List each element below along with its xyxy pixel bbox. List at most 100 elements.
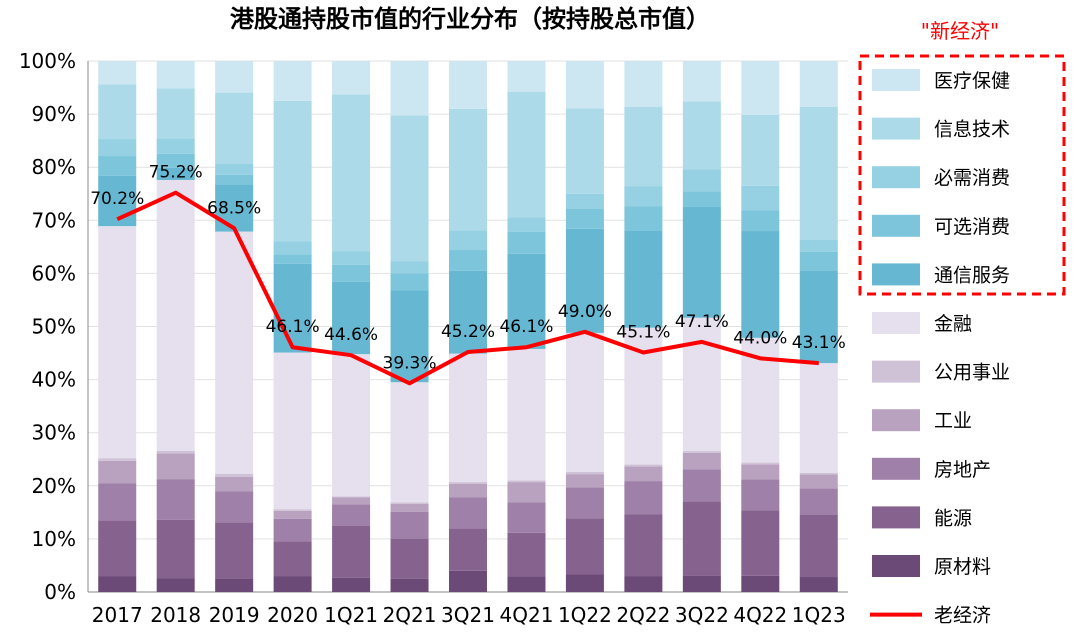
bar-segment [565,208,604,229]
bar-segment [507,253,546,349]
legend-swatch [872,312,920,334]
bar-segment [449,570,487,592]
legend-swatch [872,69,920,91]
x-tick-label: 1Q22 [558,603,612,627]
data-label: 44.0% [733,328,787,348]
bar-segment [799,106,838,240]
legend-label: 公用事业 [934,362,1010,384]
bar-segment [624,514,663,577]
bar-segment [156,138,195,154]
old-economy-line [116,190,819,386]
legend-label: 信息技术 [934,119,1010,141]
bar-segment [741,462,780,465]
legend-label: 工业 [934,410,972,432]
bar-segment [799,363,838,473]
bar-segment [273,241,312,255]
bar-segment [449,230,487,251]
legend-label: 通信服务 [934,264,1010,286]
data-label: 44.6% [324,325,378,345]
bar-segment [273,509,312,511]
bar-segment [624,464,663,467]
x-tick-label: 4Q21 [500,603,554,627]
bar-segment [507,502,546,533]
bar-segment [215,231,254,474]
bar-segment [741,210,780,232]
bar-segment [98,520,137,577]
bar-segment [332,354,371,497]
bar-segment [741,479,780,511]
x-tick-label: 2018 [150,603,201,627]
bar-segment [565,108,604,194]
bar-segment [799,472,838,475]
bar-segment [390,115,429,262]
bar-segment [215,163,254,175]
y-tick-label: 90% [32,102,76,126]
bar-segment [98,84,137,140]
bar-segment [98,226,137,459]
x-tick-label: 2020 [267,603,318,627]
bar-segment [682,501,721,576]
bar-segment [98,460,137,484]
bar-segment [390,511,429,539]
bar-segment [273,541,312,577]
data-label: 49.0% [558,302,612,322]
bar-segment [624,186,663,207]
legend-swatch [872,409,920,432]
bar-segment [156,167,195,180]
data-label: 68.5% [207,198,261,218]
legend-label: 原材料 [934,556,991,578]
bar-segment [390,273,429,291]
bar-segment [215,522,254,579]
x-tick-label: 1Q21 [324,603,378,627]
data-label: 45.1% [616,323,670,343]
bar-segment [741,114,780,186]
y-axis: 0% 10% 20% 30% 40% 50% 60% 70% 80% 90% 100% [19,49,89,604]
new-economy-label: "新经济" [921,19,999,43]
old-economy-line-path [116,190,819,386]
bar-segment [682,169,721,192]
bar-segments [98,61,838,592]
bar-segment [682,451,721,453]
data-label: 70.2% [90,189,144,209]
bar-segment [449,483,487,498]
legend-swatch [872,166,920,189]
bar-segment [507,217,546,232]
bar-segment [215,174,254,185]
bar-segment [565,518,604,575]
data-label: 45.2% [441,322,495,342]
bar-segment [682,101,721,170]
bar-segment [682,206,721,318]
bar-segment [273,61,312,101]
bar-segment [741,231,780,338]
bar-segment [215,61,254,93]
bar-segment [682,469,721,502]
bar-segment [799,270,838,364]
bar-segment [682,191,721,207]
data-labels: 70.2%75.2%68.5%46.1% 44.6%39.3%45.2% 46.1%… [90,163,846,374]
bar-segment [449,108,487,231]
bar-segment [624,230,663,328]
bar-segment [215,578,254,592]
bar-segment [799,61,838,107]
bar-segment [273,254,312,264]
legend-swatch [872,457,920,480]
bar-segment [565,332,604,472]
x-tick-label: 1Q23 [792,603,846,627]
bar-segment [449,250,487,271]
bar-segment [390,503,429,512]
x-axis: 2017 2018 2019 2020 1Q21 2Q21 3Q21 4Q21 1Q22 2Q22… [88,591,848,627]
bar-segment [390,61,429,116]
bar-segment [624,576,663,592]
data-label: 75.2% [149,163,203,183]
bar-segment [156,153,195,168]
bar-segment [156,519,195,579]
bar-segment [98,458,137,461]
bar-segment [98,61,137,85]
y-tick-label: 20% [32,474,76,498]
bar-segment [449,528,487,571]
new-economy-dashed-box [858,54,1066,296]
bar-segment [98,483,137,521]
bar-segment [273,100,312,242]
y-tick-label: 0% [44,580,76,604]
